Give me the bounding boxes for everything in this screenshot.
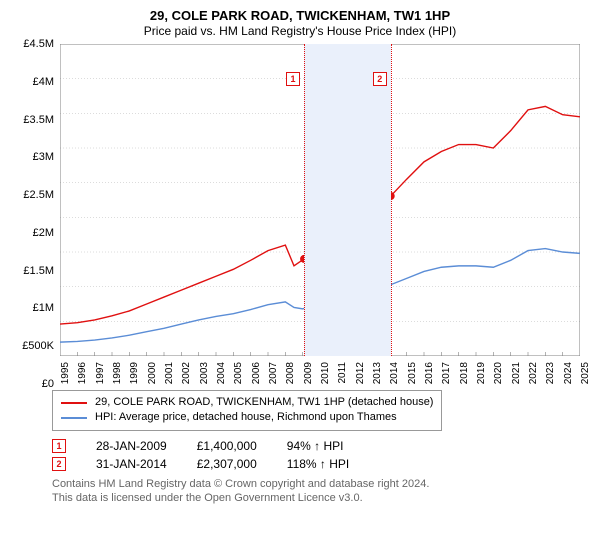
x-tick-label: 2012 bbox=[355, 362, 366, 384]
sale-date: 28-JAN-2009 bbox=[96, 439, 167, 453]
legend-label: HPI: Average price, detached house, Rich… bbox=[95, 410, 397, 425]
attribution-line: This data is licensed under the Open Gov… bbox=[52, 491, 590, 505]
x-tick-label: 2015 bbox=[407, 362, 418, 384]
x-tick-label: 2025 bbox=[580, 362, 591, 384]
x-tick-label: 2005 bbox=[233, 362, 244, 384]
y-tick-label: £2.5M bbox=[23, 189, 54, 201]
sale-price: £1,400,000 bbox=[197, 439, 257, 453]
x-tick-label: 1996 bbox=[77, 362, 88, 384]
x-tick-label: 2023 bbox=[545, 362, 556, 384]
legend-item: HPI: Average price, detached house, Rich… bbox=[61, 410, 433, 425]
x-tick-label: 2010 bbox=[320, 362, 331, 384]
sale-markers-block: 1 28-JAN-2009 £1,400,000 94% ↑ HPI 2 31-… bbox=[52, 439, 590, 471]
x-tick-label: 2016 bbox=[424, 362, 435, 384]
chart-area: £0£500K£1M£1.5M£2M£2.5M£3M£3.5M£4M£4.5M … bbox=[10, 44, 590, 384]
legend-swatch bbox=[61, 402, 87, 404]
sale-date: 31-JAN-2014 bbox=[96, 457, 167, 471]
legend-item: 29, COLE PARK ROAD, TWICKENHAM, TW1 1HP … bbox=[61, 395, 433, 410]
title-block: 29, COLE PARK ROAD, TWICKENHAM, TW1 1HP … bbox=[10, 8, 590, 38]
x-tick-label: 1995 bbox=[60, 362, 71, 384]
x-tick-label: 2017 bbox=[441, 362, 452, 384]
y-tick-label: £4.5M bbox=[23, 38, 54, 50]
attribution-line: Contains HM Land Registry data © Crown c… bbox=[52, 477, 590, 491]
y-axis-labels: £0£500K£1M£1.5M£2M£2.5M£3M£3.5M£4M£4.5M bbox=[10, 44, 58, 384]
x-tick-label: 2024 bbox=[563, 362, 574, 384]
sale-marker-row: 1 28-JAN-2009 £1,400,000 94% ↑ HPI bbox=[52, 439, 590, 453]
plot-area: 12 bbox=[60, 44, 580, 356]
legend-swatch bbox=[61, 417, 87, 419]
y-tick-label: £1M bbox=[33, 302, 54, 314]
sale-marker-badge: 2 bbox=[52, 457, 66, 471]
chart-container: 29, COLE PARK ROAD, TWICKENHAM, TW1 1HP … bbox=[0, 0, 600, 560]
x-tick-label: 2021 bbox=[511, 362, 522, 384]
x-tick-label: 2002 bbox=[181, 362, 192, 384]
y-tick-label: £1.5M bbox=[23, 265, 54, 277]
y-tick-label: £4M bbox=[33, 76, 54, 88]
x-axis-labels: 1995 1996 1997 1998 1999 2000 2001 2002 2003 2004… bbox=[60, 360, 580, 384]
chart-subtitle: Price paid vs. HM Land Registry's House … bbox=[10, 24, 590, 38]
sale-price: £2,307,000 bbox=[197, 457, 257, 471]
y-tick-label: £3M bbox=[33, 151, 54, 163]
x-tick-label: 2013 bbox=[372, 362, 383, 384]
x-tick-label: 2003 bbox=[199, 362, 210, 384]
x-tick-label: 2004 bbox=[216, 362, 227, 384]
x-tick-label: 2011 bbox=[337, 362, 348, 384]
x-tick-label: 1997 bbox=[95, 362, 106, 384]
x-tick-label: 2022 bbox=[528, 362, 539, 384]
legend-label: 29, COLE PARK ROAD, TWICKENHAM, TW1 1HP … bbox=[95, 395, 433, 410]
sale-pct: 118% ↑ HPI bbox=[287, 457, 349, 471]
x-tick-label: 1998 bbox=[112, 362, 123, 384]
x-tick-label: 2006 bbox=[251, 362, 262, 384]
attribution: Contains HM Land Registry data © Crown c… bbox=[52, 477, 590, 505]
x-tick-label: 1999 bbox=[129, 362, 140, 384]
chart-title: 29, COLE PARK ROAD, TWICKENHAM, TW1 1HP bbox=[10, 8, 590, 23]
x-tick-label: 2020 bbox=[493, 362, 504, 384]
legend: 29, COLE PARK ROAD, TWICKENHAM, TW1 1HP … bbox=[52, 390, 442, 431]
x-tick-label: 2018 bbox=[459, 362, 470, 384]
x-tick-label: 2019 bbox=[476, 362, 487, 384]
y-tick-label: £500K bbox=[22, 340, 54, 352]
x-tick-label: 2000 bbox=[147, 362, 158, 384]
x-tick-label: 2007 bbox=[268, 362, 279, 384]
y-tick-label: £3.5M bbox=[23, 114, 54, 126]
x-tick-label: 2009 bbox=[303, 362, 314, 384]
sale-marker-row: 2 31-JAN-2014 £2,307,000 118% ↑ HPI bbox=[52, 457, 590, 471]
x-tick-label: 2001 bbox=[164, 362, 175, 384]
sale-pct: 94% ↑ HPI bbox=[287, 439, 344, 453]
x-tick-label: 2008 bbox=[285, 362, 296, 384]
y-tick-label: £2M bbox=[33, 227, 54, 239]
x-tick-label: 2014 bbox=[389, 362, 400, 384]
sale-marker-badge: 1 bbox=[52, 439, 66, 453]
y-tick-label: £0 bbox=[42, 378, 54, 390]
